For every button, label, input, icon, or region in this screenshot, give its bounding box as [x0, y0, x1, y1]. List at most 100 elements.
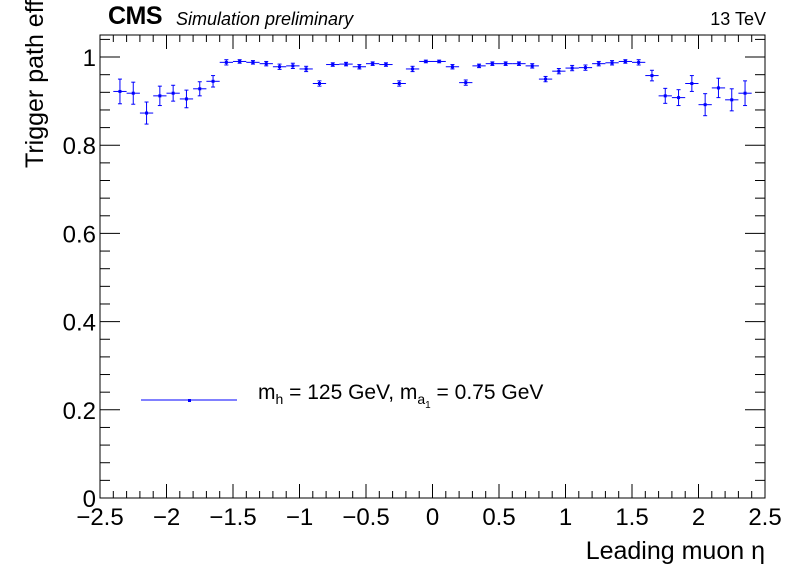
x-tick-label: −2	[153, 504, 180, 531]
marker	[623, 59, 627, 63]
axis-tick-labels: −2.5 −2 −1.5 −1 −0.5 0 0.5 1 1.5 2 2.5 0 0.2 0.4 0.6 0.…	[63, 45, 782, 531]
y-tick-label: 1	[83, 45, 96, 72]
marker	[464, 81, 468, 85]
marker	[450, 65, 454, 69]
legend-sub-h: h	[275, 391, 284, 408]
marker	[238, 59, 242, 63]
data-point	[618, 59, 632, 64]
data-point	[485, 61, 499, 66]
experiment-label: CMS	[108, 2, 163, 30]
data-point	[246, 60, 260, 65]
data-point	[405, 65, 420, 73]
data-point	[698, 93, 712, 117]
marker	[650, 74, 654, 78]
marker	[371, 62, 375, 66]
x-axis-label: Leading muon η	[585, 537, 765, 565]
marker	[557, 69, 561, 73]
marker	[411, 67, 415, 71]
data-point	[725, 88, 739, 112]
marker	[424, 59, 428, 63]
marker	[118, 89, 122, 93]
data-point	[565, 64, 579, 72]
data-point	[179, 89, 194, 109]
marker	[251, 60, 255, 64]
data-point	[326, 62, 340, 67]
axis-ticks	[99, 35, 766, 499]
data-point	[671, 89, 686, 107]
legend-m-h: m	[258, 381, 276, 404]
marker	[730, 98, 734, 102]
data-point	[658, 87, 672, 104]
data-point	[552, 68, 566, 75]
data-point	[472, 63, 486, 69]
data-point	[126, 81, 140, 105]
legend-sub-a: a1	[417, 391, 430, 411]
marker	[716, 86, 720, 90]
marker	[198, 87, 202, 91]
data-point	[592, 60, 606, 67]
marker	[184, 97, 188, 101]
legend-marker	[141, 399, 237, 402]
x-tick-label: −0.5	[342, 504, 389, 531]
marker	[517, 62, 521, 66]
data-point	[139, 101, 154, 125]
x-tick-label: 0	[426, 504, 439, 531]
marker	[743, 91, 747, 95]
data-point	[193, 81, 207, 97]
data-point	[299, 65, 313, 73]
marker	[637, 60, 641, 64]
data-point	[166, 84, 180, 102]
data-point	[286, 62, 300, 70]
marker	[530, 64, 534, 68]
legend-sub-a-index: 1	[425, 399, 431, 411]
data-point	[312, 80, 327, 87]
marker	[504, 62, 508, 66]
x-tick-label: −1.5	[209, 504, 256, 531]
data-point	[432, 59, 446, 64]
data-point	[738, 80, 752, 107]
y-tick-label: 0.2	[63, 398, 96, 425]
marker	[211, 79, 215, 83]
marker	[597, 62, 601, 66]
x-tick-label: −2.5	[76, 504, 123, 531]
marker	[610, 61, 614, 65]
marker	[331, 63, 335, 67]
data-point	[392, 80, 406, 87]
marker	[384, 63, 388, 67]
data-points	[113, 59, 752, 125]
data-point	[578, 64, 593, 71]
marker	[544, 77, 548, 81]
marker	[357, 65, 361, 69]
marker	[158, 94, 162, 98]
marker	[278, 65, 282, 69]
legend-entry: mh = 125 GeV, ma1 = 0.75 GeV	[258, 381, 543, 411]
data-point	[259, 60, 273, 67]
data-point	[605, 60, 619, 66]
marker	[171, 91, 175, 95]
data-point	[206, 75, 220, 88]
x-tick-label: 1	[559, 504, 572, 531]
data-point	[153, 85, 167, 107]
marker	[131, 91, 135, 95]
marker	[224, 60, 228, 64]
y-axis-label: Trigger path efficiency	[21, 0, 49, 168]
marker	[570, 66, 574, 70]
marker	[703, 103, 707, 107]
marker	[663, 94, 667, 98]
data-point	[645, 69, 659, 82]
marker	[317, 82, 321, 86]
y-tick-label: 0.8	[63, 133, 96, 160]
energy-label: 13 TeV	[710, 9, 766, 29]
data-point	[233, 59, 247, 64]
data-point	[525, 63, 539, 69]
legend-part2: = 0.75 GeV	[430, 381, 544, 404]
data-point	[352, 64, 366, 70]
data-point	[632, 59, 646, 66]
data-point	[459, 79, 473, 86]
data-point	[379, 62, 393, 67]
marker	[304, 67, 308, 71]
y-tick-label: 0.6	[63, 221, 96, 248]
marker	[437, 59, 441, 63]
x-tick-label: −1	[286, 504, 313, 531]
